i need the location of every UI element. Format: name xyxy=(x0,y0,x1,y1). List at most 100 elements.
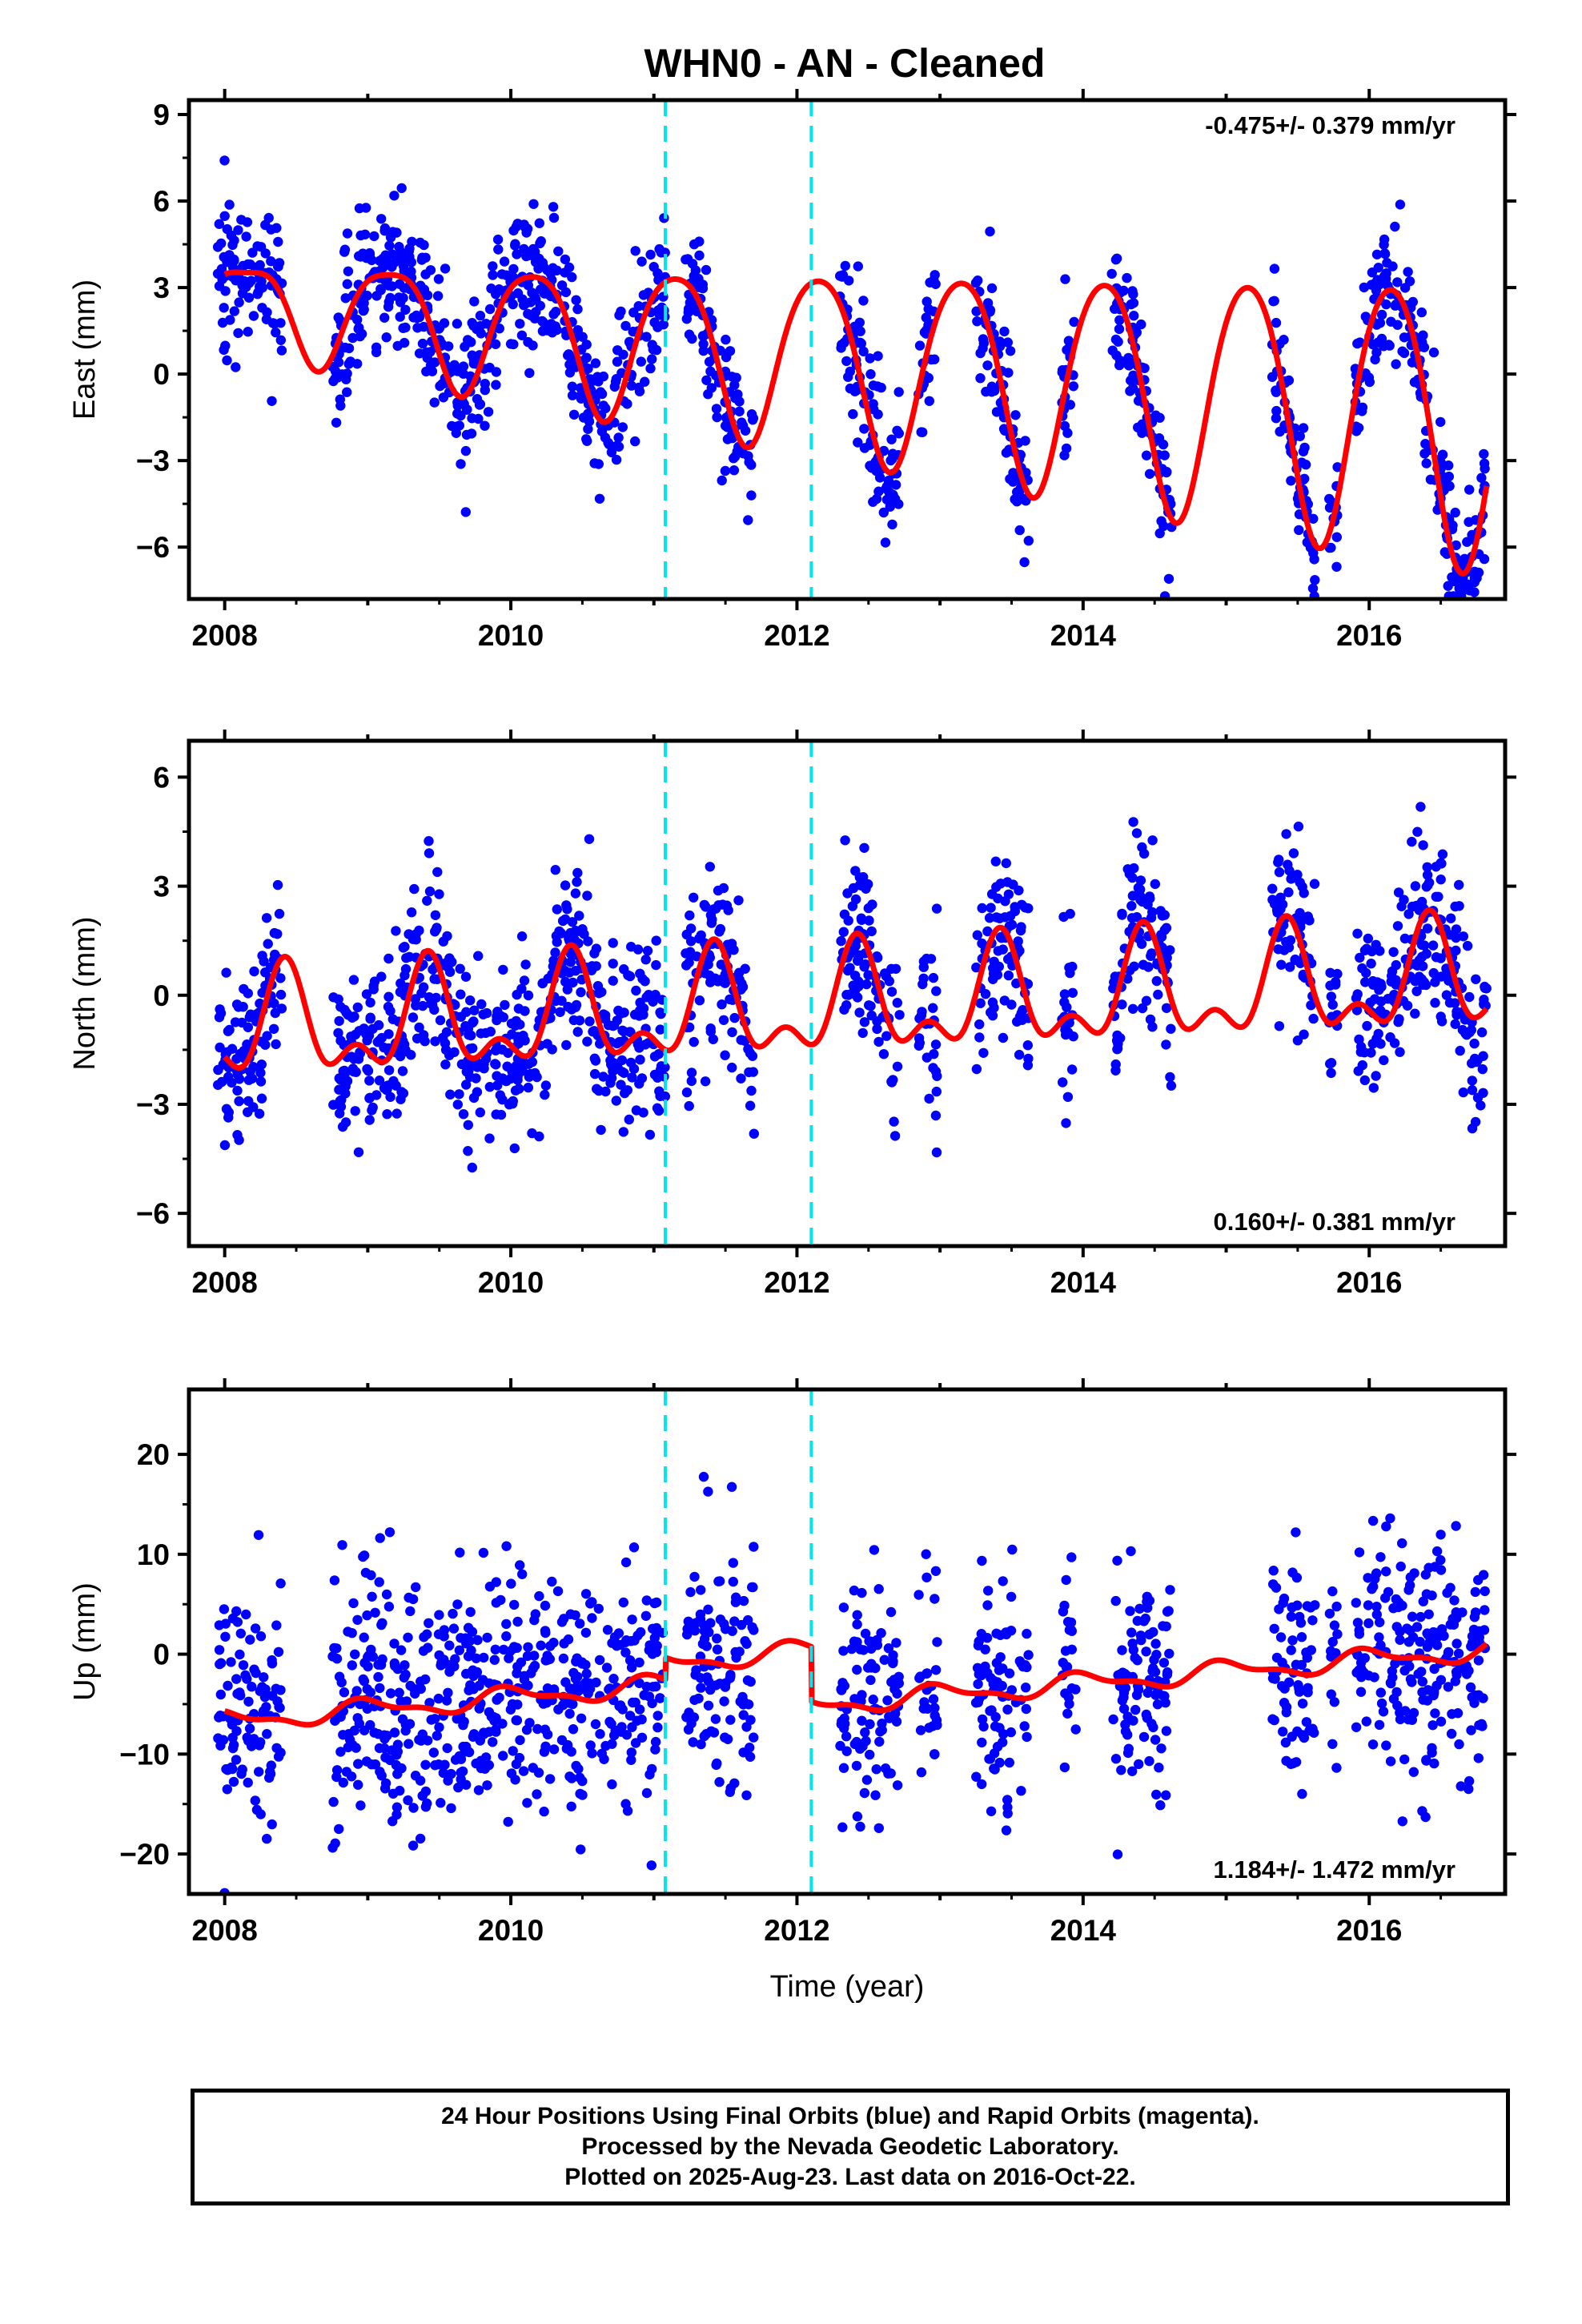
data-point-north-92 xyxy=(224,1024,235,1035)
data-point-north-515 xyxy=(625,1057,636,1068)
data-point-up-282 xyxy=(607,1779,617,1790)
data-point-up-515 xyxy=(521,1724,532,1735)
data-point-up-1326 xyxy=(1361,1716,1372,1727)
data-point-up-662 xyxy=(705,1618,716,1628)
data-point-up-441 xyxy=(501,1541,512,1551)
data-point-up-717 xyxy=(697,1638,709,1649)
data-point-east-625 xyxy=(381,259,392,270)
data-point-north-896 xyxy=(971,1063,982,1075)
data-point-up-1046 xyxy=(1156,1743,1166,1754)
data-point-up-512 xyxy=(626,1663,637,1673)
data-point-up-1337 xyxy=(1445,1619,1456,1630)
data-point-north-1161 xyxy=(1403,909,1414,919)
data-point-east-856 xyxy=(921,312,932,323)
data-point-up-454 xyxy=(599,1754,609,1764)
data-point-up-841 xyxy=(930,1665,942,1675)
data-point-north-1337 xyxy=(1412,826,1423,837)
data-point-up-693 xyxy=(685,1586,696,1598)
data-point-north-567 xyxy=(346,1031,356,1042)
data-point-east-615 xyxy=(398,261,409,271)
data-point-east-823 xyxy=(865,369,876,380)
data-point-east-607 xyxy=(355,251,366,262)
data-point-up-1340 xyxy=(1368,1582,1379,1592)
data-point-up-1135 xyxy=(1324,1608,1335,1619)
data-point-north-495 xyxy=(619,1068,629,1079)
data-point-east-1133 xyxy=(1331,561,1342,572)
data-point-up-925 xyxy=(971,1771,982,1782)
data-point-north-582 xyxy=(397,1066,408,1076)
data-point-east-1255 xyxy=(1376,309,1387,320)
data-point-north-1034 xyxy=(1138,959,1149,970)
data-point-north-96 xyxy=(249,966,259,977)
data-point-east-261 xyxy=(583,424,593,434)
frame-east xyxy=(187,98,1508,601)
data-point-up-32 xyxy=(226,1762,237,1773)
data-point-north-928 xyxy=(986,1007,996,1018)
data-point-north-40 xyxy=(232,1085,243,1096)
data-point-east-896 xyxy=(1019,557,1030,568)
data-point-north-624 xyxy=(560,914,571,925)
data-point-north-1192 xyxy=(1422,923,1433,934)
data-point-north-412 xyxy=(454,1089,464,1100)
data-point-up-484 xyxy=(573,1763,584,1775)
y-tick-label-north-3: −3 xyxy=(136,1088,170,1121)
data-point-up-21 xyxy=(241,1609,251,1620)
data-point-up-1318 xyxy=(1480,1586,1490,1597)
data-point-up-1038 xyxy=(1123,1743,1134,1754)
y-axis-label-east: East (mm) xyxy=(68,279,102,420)
data-point-up-1143 xyxy=(1326,1689,1337,1699)
data-point-east-300 xyxy=(344,358,355,368)
data-point-east-1265 xyxy=(1367,340,1379,350)
data-point-north-508 xyxy=(616,1080,626,1090)
data-point-north-821 xyxy=(881,971,892,982)
data-point-up-800 xyxy=(852,1811,863,1822)
data-point-up-511 xyxy=(456,1754,467,1764)
data-point-north-1119 xyxy=(1304,915,1315,926)
data-point-north-983 xyxy=(1161,1039,1171,1050)
data-point-north-581 xyxy=(460,971,472,982)
data-point-up-896 xyxy=(977,1779,987,1790)
data-point-north-1002 xyxy=(1134,934,1144,944)
data-point-up-555 xyxy=(641,1682,652,1692)
data-point-up-553 xyxy=(400,1669,411,1680)
data-point-east-554 xyxy=(640,376,650,387)
data-point-up-581 xyxy=(385,1688,396,1699)
data-point-up-53 xyxy=(235,1649,245,1660)
data-point-north-1032 xyxy=(1131,912,1142,923)
data-point-east-812 xyxy=(885,501,896,512)
data-point-north-620 xyxy=(605,1078,616,1088)
data-point-north-1311 xyxy=(1435,953,1446,963)
data-point-north-687 xyxy=(689,892,699,903)
data-point-east-1033 xyxy=(1158,439,1169,450)
data-point-east-55 xyxy=(266,256,276,267)
data-point-north-927 xyxy=(987,997,998,1007)
data-point-east-946 xyxy=(1069,316,1079,328)
data-point-up-302 xyxy=(434,1610,444,1620)
data-point-up-491 xyxy=(384,1527,396,1538)
data-point-east-1136 xyxy=(1331,532,1343,542)
data-point-up-1059 xyxy=(1160,1698,1170,1708)
data-point-up-599 xyxy=(581,1668,592,1679)
data-point-up-913 xyxy=(983,1586,994,1596)
data-point-up-730 xyxy=(731,1647,741,1658)
data-point-up-335 xyxy=(627,1614,637,1625)
data-point-up-1325 xyxy=(1386,1678,1396,1689)
data-point-up-427 xyxy=(488,1737,498,1747)
data-point-east-807 xyxy=(839,337,849,348)
x-tick-label-east-2014: 2014 xyxy=(1050,619,1117,652)
data-point-up-415 xyxy=(463,1651,474,1662)
data-point-north-86 xyxy=(260,967,271,978)
data-point-up-495 xyxy=(576,1713,587,1723)
data-point-east-303 xyxy=(354,323,364,333)
data-point-east-826 xyxy=(859,443,870,453)
data-point-north-838 xyxy=(931,1086,942,1097)
data-point-east-796 xyxy=(887,519,897,530)
data-point-east-558 xyxy=(352,359,363,369)
data-point-up-1323 xyxy=(1464,1666,1474,1676)
data-point-east-1310 xyxy=(1395,199,1406,210)
data-point-east-502 xyxy=(475,321,485,332)
data-point-east-424 xyxy=(622,399,632,409)
y-tick-label-east-0: 9 xyxy=(153,99,170,131)
data-point-north-356 xyxy=(618,1026,629,1037)
